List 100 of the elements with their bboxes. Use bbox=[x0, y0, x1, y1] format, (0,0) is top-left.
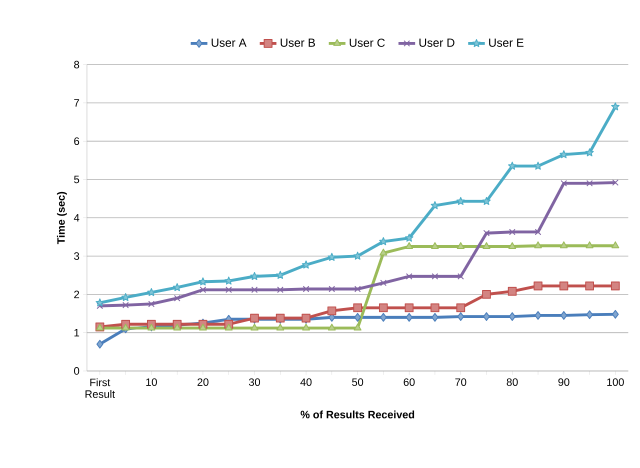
point bbox=[354, 313, 362, 322]
point bbox=[611, 241, 620, 248]
point bbox=[432, 273, 438, 280]
y-tick-label: 6 bbox=[74, 137, 80, 146]
point bbox=[328, 252, 336, 261]
point bbox=[560, 180, 568, 187]
point bbox=[482, 290, 491, 299]
point bbox=[560, 241, 568, 248]
x-tick-label: 80 bbox=[506, 378, 518, 386]
point bbox=[534, 228, 542, 236]
point bbox=[380, 313, 387, 322]
x-tick-label: 70 bbox=[455, 378, 466, 386]
point bbox=[585, 282, 594, 290]
x-tick-label: 30 bbox=[248, 378, 260, 386]
y-tick-label: 8 bbox=[74, 60, 80, 68]
point bbox=[586, 180, 593, 187]
point bbox=[353, 252, 362, 260]
point bbox=[148, 300, 155, 308]
point bbox=[508, 286, 517, 296]
point bbox=[328, 324, 336, 331]
legend-label: User D bbox=[419, 38, 454, 47]
point bbox=[482, 196, 491, 206]
point bbox=[406, 273, 412, 280]
point bbox=[612, 179, 619, 186]
point bbox=[379, 237, 388, 246]
point bbox=[406, 313, 413, 322]
point bbox=[534, 241, 542, 248]
point bbox=[173, 324, 182, 331]
point bbox=[378, 303, 388, 312]
x-tick-label: 90 bbox=[558, 378, 570, 386]
point bbox=[96, 340, 104, 349]
point bbox=[432, 313, 438, 322]
point bbox=[380, 248, 388, 256]
point bbox=[224, 324, 233, 331]
point bbox=[122, 302, 129, 308]
point bbox=[96, 302, 104, 310]
legend-label: User B bbox=[280, 38, 315, 47]
legend-label: User E bbox=[489, 38, 524, 47]
point bbox=[456, 196, 465, 206]
point bbox=[353, 303, 362, 312]
point bbox=[380, 280, 387, 286]
point bbox=[430, 303, 440, 312]
y-tick-label: 1 bbox=[74, 329, 80, 336]
point bbox=[302, 286, 310, 292]
point bbox=[586, 310, 594, 320]
point bbox=[327, 306, 336, 316]
point bbox=[586, 241, 594, 248]
point bbox=[483, 312, 490, 322]
point bbox=[302, 324, 310, 331]
x-tick-label: 20 bbox=[198, 378, 208, 386]
point bbox=[328, 286, 336, 292]
point bbox=[199, 324, 207, 331]
legend-label: User C bbox=[350, 38, 385, 47]
x-tick-label: 50 bbox=[352, 378, 364, 386]
point bbox=[250, 324, 258, 331]
point bbox=[611, 102, 620, 110]
x-axis-title: % of Results Received bbox=[300, 410, 414, 418]
x-tick-label: 40 bbox=[300, 378, 312, 386]
point bbox=[354, 324, 362, 331]
point bbox=[198, 277, 208, 286]
y-tick-label: 7 bbox=[74, 99, 80, 107]
legend-label: User A bbox=[212, 38, 247, 47]
point bbox=[250, 272, 259, 280]
x-tick-label: 100 bbox=[607, 378, 624, 386]
point bbox=[559, 282, 568, 290]
point bbox=[482, 242, 490, 250]
x-tick-label: 10 bbox=[146, 378, 157, 386]
point bbox=[534, 282, 542, 290]
point bbox=[225, 286, 232, 294]
point bbox=[276, 270, 284, 279]
point bbox=[560, 150, 568, 158]
y-tick-label: 2 bbox=[74, 290, 80, 298]
point bbox=[612, 310, 619, 319]
y-tick-label: 0 bbox=[74, 367, 80, 375]
point bbox=[251, 286, 258, 294]
x-tick-label: First Result bbox=[86, 378, 115, 398]
point bbox=[404, 303, 414, 312]
point bbox=[456, 303, 466, 312]
point bbox=[354, 286, 361, 292]
point bbox=[200, 286, 206, 294]
point bbox=[534, 162, 542, 170]
point bbox=[508, 312, 516, 322]
point bbox=[122, 324, 130, 331]
point bbox=[560, 311, 568, 320]
point bbox=[585, 148, 594, 156]
point bbox=[431, 242, 439, 250]
y-axis-title: Time (sec) bbox=[56, 192, 67, 244]
point bbox=[405, 242, 414, 250]
y-tick-label: 4 bbox=[74, 214, 80, 222]
y-tick-label: 5 bbox=[74, 176, 80, 184]
point bbox=[404, 234, 414, 242]
point bbox=[457, 273, 464, 280]
point bbox=[456, 242, 465, 250]
point bbox=[277, 286, 284, 294]
point bbox=[508, 162, 516, 170]
y-tick-label: 3 bbox=[74, 252, 80, 260]
point bbox=[276, 324, 284, 331]
point bbox=[534, 311, 542, 320]
point bbox=[483, 230, 490, 236]
point bbox=[174, 295, 180, 302]
